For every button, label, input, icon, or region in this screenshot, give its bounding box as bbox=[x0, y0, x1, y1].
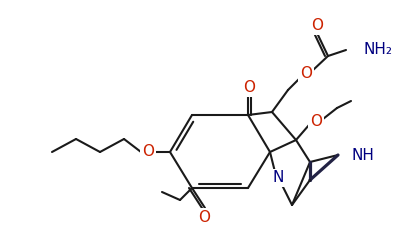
Text: O: O bbox=[300, 67, 312, 81]
Text: O: O bbox=[243, 80, 255, 95]
Text: O: O bbox=[311, 19, 323, 33]
Text: O: O bbox=[310, 114, 322, 129]
Text: N: N bbox=[272, 170, 284, 186]
Text: NH₂: NH₂ bbox=[364, 42, 393, 58]
Text: NH: NH bbox=[352, 147, 375, 162]
Text: O: O bbox=[142, 145, 154, 160]
Text: O: O bbox=[198, 209, 210, 225]
